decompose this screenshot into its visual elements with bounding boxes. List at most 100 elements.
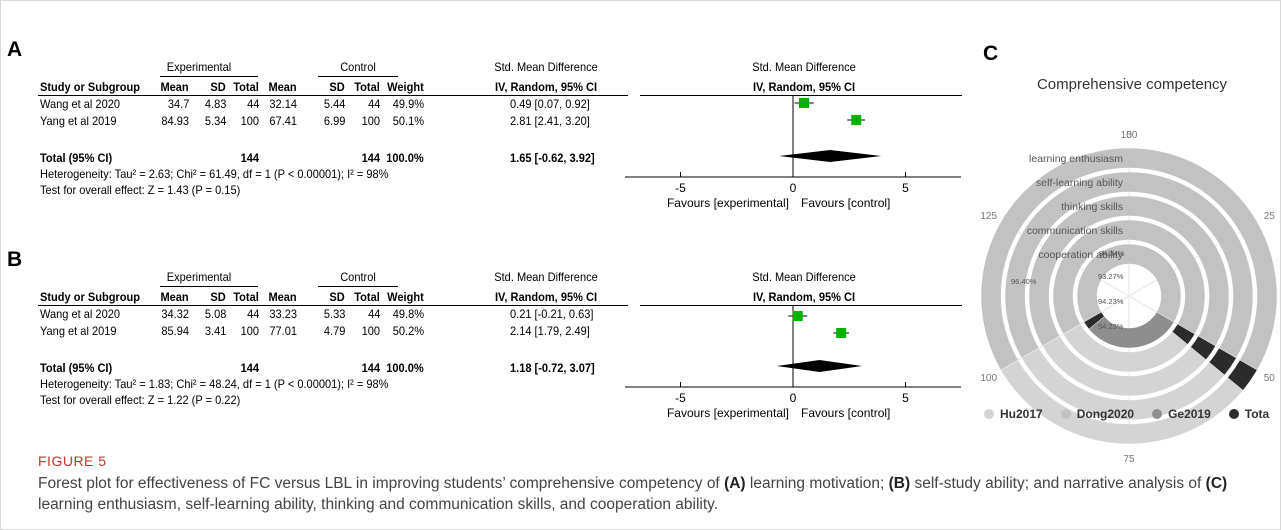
total-ctl: 144	[361, 151, 380, 165]
exp-sd: 5.08	[204, 307, 226, 321]
caption-text: learning enthusiasm, self-learning abili…	[38, 496, 719, 513]
header-smd-sub: IV, Random, 95% CI	[494, 80, 598, 94]
header-plot-sub: IV, Random, 95% CI	[752, 290, 856, 304]
legend-item: Ge2019	[1152, 407, 1211, 421]
caption-panel-ref: (C)	[1205, 475, 1228, 492]
legend-item: Hu2017	[984, 407, 1043, 421]
ctl-total: 100	[361, 114, 380, 128]
total-ci: 1.18 [-0.72, 3.07]	[510, 361, 595, 375]
header-e-sd: SD	[210, 290, 226, 304]
header-control: Control	[340, 270, 376, 284]
ctl-total: 100	[361, 324, 380, 338]
caption-panel-ref: (B)	[888, 475, 911, 492]
heterogeneity: Heterogeneity: Tau² = 1.83; Chi² = 48.24…	[40, 377, 389, 391]
rule-header-plot	[640, 95, 962, 96]
exp-total: 44	[246, 307, 259, 321]
forest-plot-b: B Experimental Control Std. Mean Difference…	[7, 248, 962, 420]
exp-sd: 4.83	[204, 97, 226, 111]
header-plot-title: Std. Mean Difference	[752, 270, 856, 284]
exp-mean: 34.32	[161, 307, 189, 321]
study-point	[792, 311, 803, 321]
study-ci: 2.81 [2.41, 3.20]	[510, 114, 590, 128]
exp-mean: 84.93	[161, 114, 189, 128]
header-c-sd: SD	[329, 290, 345, 304]
header-experimental: Experimental	[166, 270, 232, 284]
exp-sd: 3.41	[204, 324, 226, 338]
category-label: thinking skills	[1061, 201, 1123, 213]
ctl-mean: 77.01	[269, 324, 297, 338]
legend-item: Dong2020	[1060, 407, 1135, 421]
figure-label: FIGURE 5	[38, 453, 107, 469]
percent-annotation: 93.27%	[1098, 272, 1124, 281]
rule-exp	[160, 76, 258, 77]
legend-label: Hu2017	[1000, 407, 1043, 421]
header-weight: Weight	[387, 80, 424, 94]
radial-bar-dong2020	[1028, 195, 1230, 347]
legend-item: Tota	[1228, 407, 1269, 421]
ctl-sd: 6.99	[323, 114, 345, 128]
study-weight: 50.1%	[392, 114, 424, 128]
radial-bar-chart: Comprehensive competency 0 25 50 75 100 125 150…	[980, 76, 1278, 465]
header-c-mean: Mean	[268, 290, 297, 304]
study-weight: 49.8%	[392, 307, 424, 321]
angle-tick-label: 25	[1264, 211, 1276, 222]
exp-mean: 34.7	[167, 97, 189, 111]
total-weight: 100.0%	[386, 151, 424, 165]
radial-bar-total	[1208, 347, 1237, 376]
legend-swatch	[984, 409, 994, 419]
legend-swatch	[1060, 409, 1071, 419]
study-ci: 2.14 [1.79, 2.49]	[510, 324, 590, 338]
caption-text: Forest plot for effectiveness of FC vers…	[38, 475, 725, 492]
favours-left: Favours [experimental]	[667, 196, 789, 210]
header-c-mean: Mean	[268, 80, 297, 94]
study-name: Yang et al 2019	[40, 114, 117, 128]
ctl-mean: 32.14	[269, 97, 297, 111]
category-label: cooperation ability	[1038, 249, 1123, 261]
legend-label: Dong2020	[1076, 407, 1135, 421]
x-tick-label: -5	[675, 391, 686, 405]
angle-tick-label: 0	[1126, 130, 1132, 141]
ctl-total: 44	[367, 307, 380, 321]
study-point	[851, 115, 862, 125]
exp-total: 100	[240, 324, 259, 338]
header-e-sd: SD	[210, 80, 226, 94]
chart-title: Comprehensive competency	[1037, 76, 1228, 93]
header-c-total: Total	[354, 290, 380, 304]
caption-panel-ref: (A)	[724, 475, 746, 492]
x-tick-label: 0	[790, 181, 797, 195]
rule-header-plot	[640, 305, 962, 306]
study-name: Wang et al 2020	[40, 307, 120, 321]
header-e-mean: Mean	[160, 80, 189, 94]
header-experimental: Experimental	[166, 60, 232, 74]
study-weight: 50.2%	[392, 324, 424, 338]
total-label: Total (95% CI)	[40, 361, 113, 375]
radial-bar-total	[1190, 335, 1216, 361]
rule-header	[38, 95, 628, 96]
rule-exp	[160, 286, 258, 287]
study-name: Wang et al 2020	[40, 97, 120, 111]
overall-effect: Test for overall effect: Z = 1.22 (P = 0…	[40, 393, 241, 407]
percent-annotation: 96.40%	[1011, 277, 1037, 286]
header-smd: Std. Mean Difference	[494, 60, 598, 74]
chart-legend: Hu2017 Dong2020 Ge2019 Tota	[984, 407, 1281, 421]
header-plot-sub: IV, Random, 95% CI	[752, 80, 856, 94]
panel-letter: A	[7, 38, 23, 61]
rule-ctl	[318, 286, 398, 287]
x-tick-label: 5	[902, 181, 909, 195]
ctl-mean: 33.23	[269, 307, 297, 321]
total-exp: 144	[240, 361, 259, 375]
overall-effect: Test for overall effect: Z = 1.43 (P = 0…	[40, 183, 241, 197]
angle-tick-label: 125	[980, 211, 997, 222]
legend-label: Ge2019	[1168, 407, 1211, 421]
header-smd: Std. Mean Difference	[494, 270, 598, 284]
study-ci: 0.21 [-0.21, 0.63]	[510, 307, 594, 321]
x-tick-label: -5	[675, 181, 686, 195]
header-c-total: Total	[354, 80, 380, 94]
header-study: Study or Subgroup	[40, 290, 140, 304]
radial-bar-dong2020	[1076, 243, 1182, 323]
radial-bar-dong2020	[980, 147, 1278, 371]
angle-tick-label: 75	[1123, 454, 1135, 465]
ctl-sd: 4.79	[323, 324, 345, 338]
header-smd-sub: IV, Random, 95% CI	[494, 290, 598, 304]
radial-bar-total	[1083, 311, 1105, 330]
